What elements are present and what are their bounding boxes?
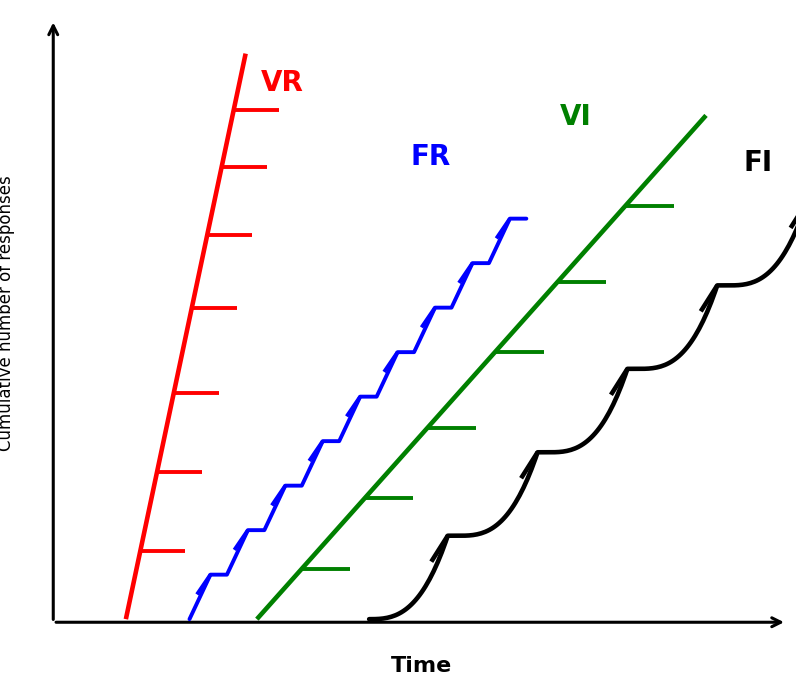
Text: FR: FR: [410, 143, 450, 171]
Text: Time: Time: [391, 656, 452, 675]
Text: FI: FI: [743, 149, 773, 178]
Text: VI: VI: [560, 103, 592, 131]
Text: Cumulative number of responses: Cumulative number of responses: [0, 176, 15, 451]
Text: VR: VR: [261, 69, 303, 97]
